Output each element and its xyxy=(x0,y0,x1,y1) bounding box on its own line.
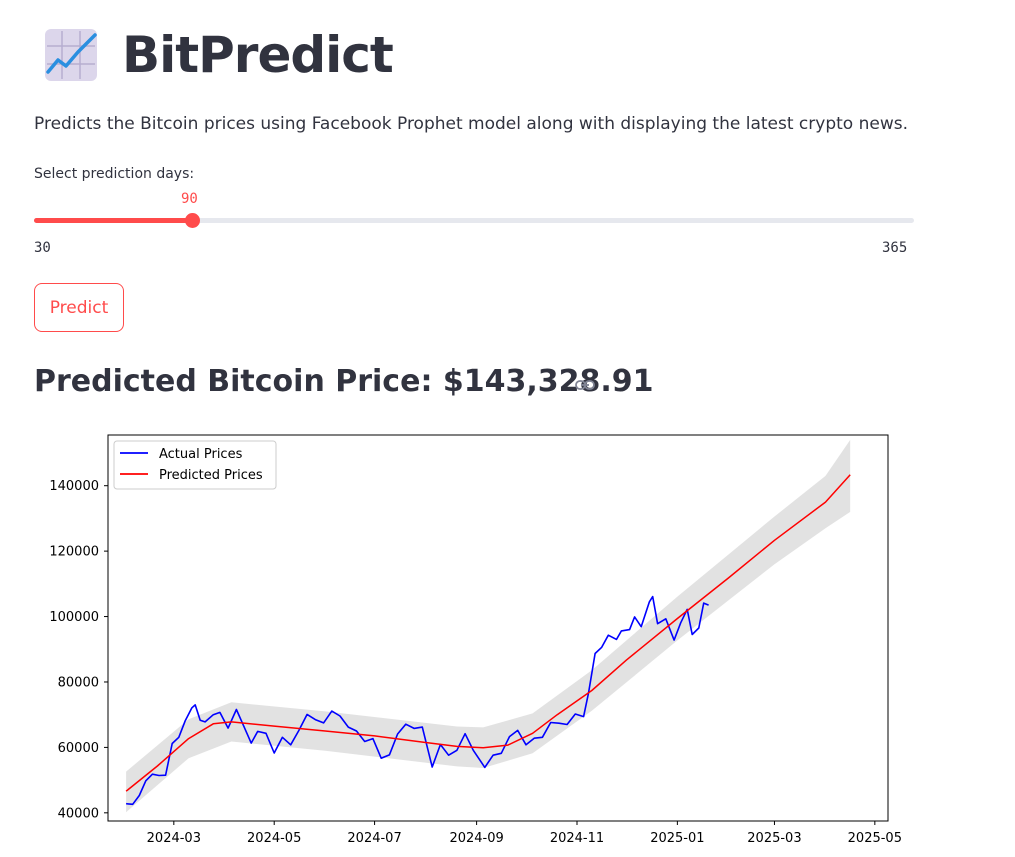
app-description: Predicts the Bitcoin prices using Facebo… xyxy=(34,114,908,134)
x-tick-label: 2024-03 xyxy=(147,831,201,846)
x-tick-label: 2024-09 xyxy=(449,831,503,846)
y-tick-label: 40000 xyxy=(58,806,99,821)
chart-increasing-icon xyxy=(45,29,97,81)
x-tick-label: 2024-11 xyxy=(550,831,604,846)
slider-thumb[interactable] xyxy=(184,213,200,228)
link-icon[interactable] xyxy=(575,378,595,392)
x-tick-label: 2025-05 xyxy=(848,831,902,846)
confidence-band-area xyxy=(126,439,851,813)
slider-max-label: 365 xyxy=(882,240,908,256)
y-tick-label: 120000 xyxy=(49,545,99,560)
slider-label: Select prediction days: xyxy=(34,166,195,182)
slider-min-label: 30 xyxy=(34,240,51,256)
y-tick-label: 80000 xyxy=(58,675,99,690)
legend-box xyxy=(113,440,277,490)
y-tick-label: 100000 xyxy=(49,610,99,625)
plot-frame xyxy=(107,434,889,822)
predicted-price-heading: Predicted Bitcoin Price: $143,328.91 xyxy=(34,364,654,399)
prediction-days-slider[interactable] xyxy=(34,213,914,228)
x-tick-label: 2025-01 xyxy=(650,831,704,846)
x-tick-label: 2024-07 xyxy=(347,831,401,846)
y-tick-label: 60000 xyxy=(58,741,99,756)
chart-legend: Actual Prices Predicted Prices xyxy=(113,440,277,490)
slider-fill xyxy=(34,218,192,223)
y-tick-label: 140000 xyxy=(49,479,99,494)
confidence-band xyxy=(126,439,851,813)
app-title: BitPredict xyxy=(122,26,394,84)
series-line-predicted xyxy=(125,474,851,792)
series-line-actual xyxy=(126,595,709,806)
x-tick-label: 2025-03 xyxy=(747,831,801,846)
x-tick-label: 2024-05 xyxy=(247,831,301,846)
predict-button[interactable]: Predict xyxy=(34,283,124,332)
legend-label: Actual Prices xyxy=(159,447,243,462)
slider-current-value: 90 xyxy=(181,191,198,207)
legend-label: Predicted Prices xyxy=(159,468,263,483)
price-chart: 2024-03 2024-05 2024-07 2024-09 2024-11 2025-… xyxy=(49,434,902,846)
